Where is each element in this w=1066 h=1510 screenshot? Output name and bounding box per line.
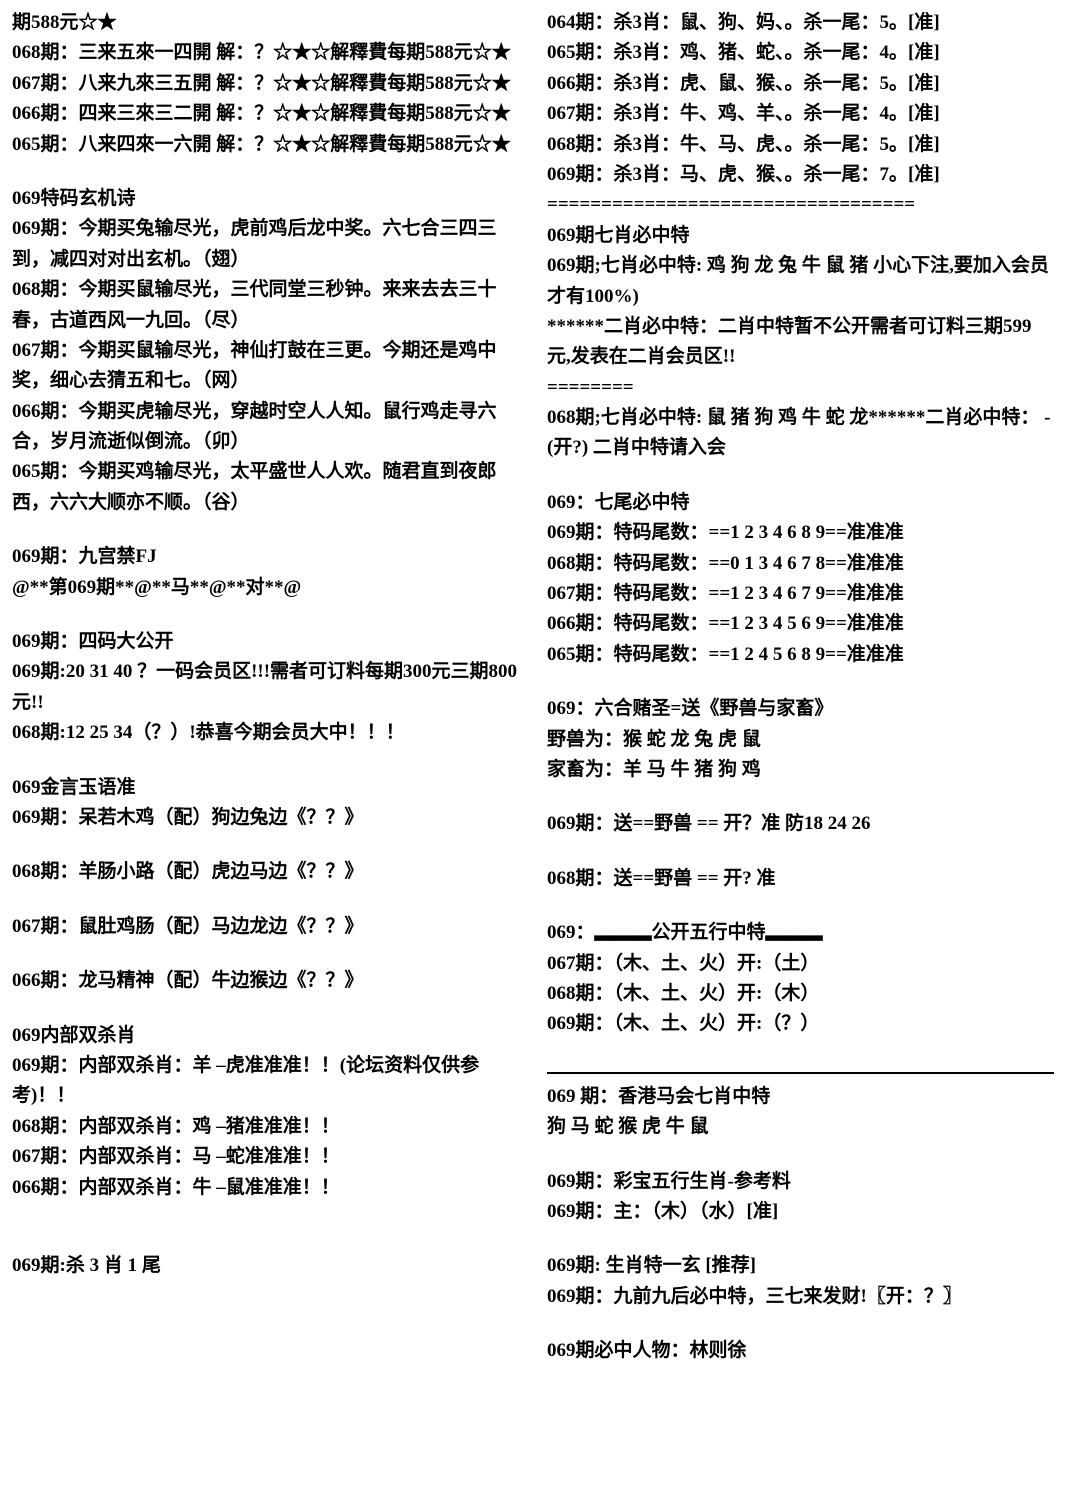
text-line: 期588元☆★ [12,8,519,38]
text-line: 065期：杀3肖：鸡、猪、蛇、。杀一尾：4。[准] [547,38,1054,68]
text-line: 065期：八来四來一六開 解：？☆★☆解釋費每期588元☆★ [12,130,519,160]
text-line: ======== [547,373,1054,403]
text-line: 068期：特码尾数：==0 1 3 4 6 7 8==准准准 [547,549,1054,579]
text-line: 067期：八来九來三五開 解：？☆★☆解釋費每期588元☆★ [12,69,519,99]
text-line: 069期:20 31 40 ？一码会员区!!!需者可订料每期300元三期800元… [12,657,519,718]
section-title: 069期:杀 3 肖 1 尾 [12,1251,519,1281]
section-title: 069：▂▂▂公开五行中特▂▂▂ [547,918,1054,948]
text-line: 068期：三来五來一四開 解：？☆★☆解釋費每期588元☆★ [12,38,519,68]
left-column: 期588元☆★ 068期：三来五來一四開 解：？☆★☆解釋費每期588元☆★ 0… [12,8,519,1366]
text-line: 067期：鼠肚鸡肠（配）马边龙边《？？》 [12,912,519,942]
section-title: 069：六合赌圣=送《野兽与家畜》 [547,694,1054,724]
section-title: 069：七尾必中特 [547,488,1054,518]
text-line: 068期：送==野兽 == 开? 准 [547,864,1054,894]
text-line: 067期：今期买鼠输尽光，神仙打鼓在三更。今期还是鸡中奖，细心去猜五和七。（网） [12,336,519,397]
section-title: 069期：彩宝五行生肖-参考料 [547,1167,1054,1197]
text-line: 068期：（木、土、火）开:（木） [547,979,1054,1009]
text-line: 067期：特码尾数：==1 2 3 4 6 7 9==准准准 [547,579,1054,609]
section-title: 069期七肖必中特 [547,221,1054,251]
text-line: 069期;七肖必中特: 鸡 狗 龙 兔 牛 鼠 猪 小心下注,要加入会员才有10… [547,251,1054,312]
horizontal-rule [547,1072,1054,1074]
section-title: 069 期：香港马会七肖中特 [547,1082,1054,1112]
text-line: 野兽为：猴 蛇 龙 兔 虎 鼠 [547,725,1054,755]
section-title: 069金言玉语准 [12,773,519,803]
text-line: 068期：内部双杀肖：鸡 –猪准准准！！ [12,1112,519,1142]
text-line: 066期：特码尾数：==1 2 3 4 5 6 9==准准准 [547,609,1054,639]
text-line: 068期;七肖必中特: 鼠 猪 狗 鸡 牛 蛇 龙******二肖必中特： - … [547,403,1054,464]
text-line: 066期：龙马精神（配）牛边猴边《？？》 [12,966,519,996]
text-line: 065期：特码尾数：==1 2 4 5 6 8 9==准准准 [547,640,1054,670]
text-line: 064期：杀3肖：鼠、狗、妈、。杀一尾：5。[准] [547,8,1054,38]
section-title: 069期：九宫禁FJ [12,542,519,572]
text-line: 069期：呆若木鸡（配）狗边兔边《？？》 [12,803,519,833]
right-column: 064期：杀3肖：鼠、狗、妈、。杀一尾：5。[准] 065期：杀3肖：鸡、猪、蛇… [547,8,1054,1366]
text-line: 069期：内部双杀肖：羊 –虎准准准！！(论坛资料仅供参考)！！ [12,1051,519,1112]
text-line: 068期：今期买鼠输尽光，三代同堂三秒钟。来来去去三十春，古道西风一九回。（尽） [12,275,519,336]
section-title: 069特码玄机诗 [12,184,519,214]
divider-line: ================================== [547,190,1054,220]
text-line: 067期：内部双杀肖：马 –蛇准准准！！ [12,1142,519,1172]
section-title: 069内部双杀肖 [12,1021,519,1051]
text-line: 069期：九前九后必中特，三七来发财!〖开：？〗 [547,1282,1054,1312]
text-line: 068期：羊肠小路（配）虎边马边《？？》 [12,857,519,887]
text-line: 068期：杀3肖：牛、马、虎、。杀一尾：5。[准] [547,130,1054,160]
text-line: ******二肖必中特：二肖中特暂不公开需者可订料三期599元,发表在二肖会员区… [547,312,1054,373]
section-title: 069期: 生肖特一玄 [推荐] [547,1251,1054,1281]
text-line: 069期：特码尾数：==1 2 3 4 6 8 9==准准准 [547,518,1054,548]
text-line: 067期：（木、土、火）开:（土） [547,949,1054,979]
text-line: 066期：四来三來三二開 解：？☆★☆解釋費每期588元☆★ [12,99,519,129]
text-line: 066期：今期买虎输尽光，穿越时空人人知。鼠行鸡走寻六合，岁月流逝似倒流。（卯） [12,397,519,458]
text-line: 067期：杀3肖：牛、鸡、羊、。杀一尾：4。[准] [547,99,1054,129]
text-line: 069期：主：（木）（水）[准] [547,1197,1054,1227]
text-line: 家畜为：羊 马 牛 猪 狗 鸡 [547,755,1054,785]
text-line: 065期：今期买鸡输尽光，太平盛世人人欢。随君直到夜郎西，六六大顺亦不顺。（谷） [12,457,519,518]
section-title: 069期：四码大公开 [12,627,519,657]
text-line: 069期必中人物：林则徐 [547,1336,1054,1366]
text-line: @**第069期**@**马**@**对**@ [12,573,519,603]
text-line: 069期：（木、土、火）开:（？） [547,1009,1054,1039]
text-line: 狗 马 蛇 猴 虎 牛 鼠 [547,1112,1054,1142]
text-line: 069期：杀3肖：马、虎、猴、。杀一尾：7。[准] [547,160,1054,190]
text-line: 066期：内部双杀肖：牛 –鼠准准准！！ [12,1173,519,1203]
two-column-layout: 期588元☆★ 068期：三来五來一四開 解：？☆★☆解釋費每期588元☆★ 0… [12,8,1054,1366]
text-line: 069期：今期买兔输尽光，虎前鸡后龙中奖。六七合三四三到，减四对对出玄机。（翅） [12,214,519,275]
text-line: 068期:12 25 34（？）!恭喜今期会员大中！！！ [12,718,519,748]
text-line: 066期：杀3肖：虎、鼠、猴、。杀一尾：5。[准] [547,69,1054,99]
text-line: 069期：送==野兽 == 开？准 防18 24 26 [547,809,1054,839]
